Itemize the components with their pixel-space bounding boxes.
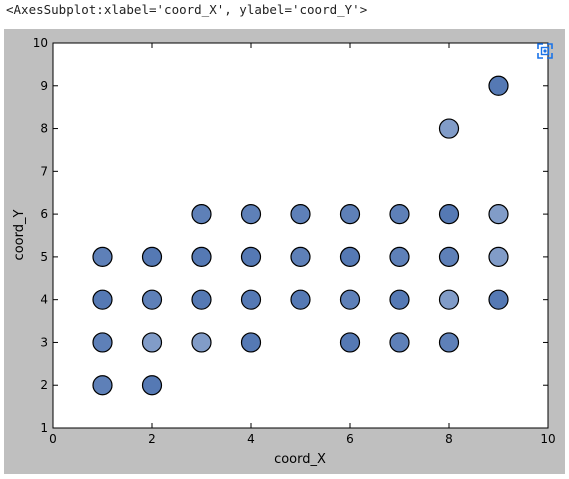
scatter-point (141, 332, 163, 353)
y-tick-label: 2 (40, 378, 48, 392)
scatter-point (191, 246, 212, 267)
x-tick-label: 6 (346, 432, 354, 446)
y-tick-label: 4 (40, 293, 48, 307)
scatter-point (438, 246, 460, 267)
scatter-point (191, 332, 212, 353)
scatter-point (389, 246, 410, 267)
y-tick-label: 7 (40, 164, 48, 178)
scatter-point (389, 289, 410, 310)
y-tick-label: 6 (40, 207, 48, 221)
y-tick-label: 5 (40, 250, 48, 264)
y-tick-label: 9 (40, 79, 48, 93)
y-tick-label: 1 (40, 421, 48, 435)
scatter-point (290, 204, 311, 225)
axes-repr-text: <AxesSubplot:xlabel='coord_X', ylabel='c… (6, 2, 368, 17)
scatter-point (488, 289, 509, 310)
scatter-point (240, 246, 262, 267)
scatter-point (438, 289, 460, 310)
x-tick-label: 2 (148, 432, 156, 446)
y-tick-label: 10 (33, 36, 48, 50)
scatter-point (438, 118, 460, 139)
scatter-point (240, 289, 262, 310)
scatter-point (290, 246, 311, 267)
x-tick-label: 8 (445, 432, 453, 446)
scatter-point (438, 204, 460, 225)
y-tick-label: 3 (40, 335, 48, 349)
scatter-point (339, 332, 361, 353)
x-tick-label: 10 (540, 432, 555, 446)
scatter-point (141, 289, 163, 310)
scatter-point (488, 204, 509, 225)
scatter-point (240, 204, 262, 225)
scatter-point (339, 289, 361, 310)
y-tick-label: 8 (40, 122, 48, 136)
scatter-point (339, 204, 361, 225)
scatter-point (92, 289, 113, 310)
axes-background (52, 42, 549, 429)
scatter-point (191, 289, 212, 310)
scatter-point (191, 204, 212, 225)
points-layer (92, 75, 509, 396)
scatter-point (240, 332, 262, 353)
scatter-point (92, 246, 113, 267)
scatter-point (92, 332, 113, 353)
scatter-point (92, 375, 113, 396)
expand-output-button[interactable] (530, 36, 560, 66)
y-axis-label: coord_Y (12, 210, 27, 261)
scatter-point (141, 246, 163, 267)
x-tick-label: 0 (49, 432, 57, 446)
x-axis-label: coord_X (274, 452, 326, 467)
scatter-point (290, 289, 311, 310)
x-tick-label: 4 (247, 432, 255, 446)
scatter-point (438, 332, 460, 353)
fullscreen-icon (537, 43, 553, 59)
scatter-point (389, 204, 410, 225)
scatter-point (389, 332, 410, 353)
scatter-point (488, 246, 509, 267)
scatter-point (488, 75, 509, 96)
scatter-point (339, 246, 361, 267)
scatter-point (141, 375, 163, 396)
